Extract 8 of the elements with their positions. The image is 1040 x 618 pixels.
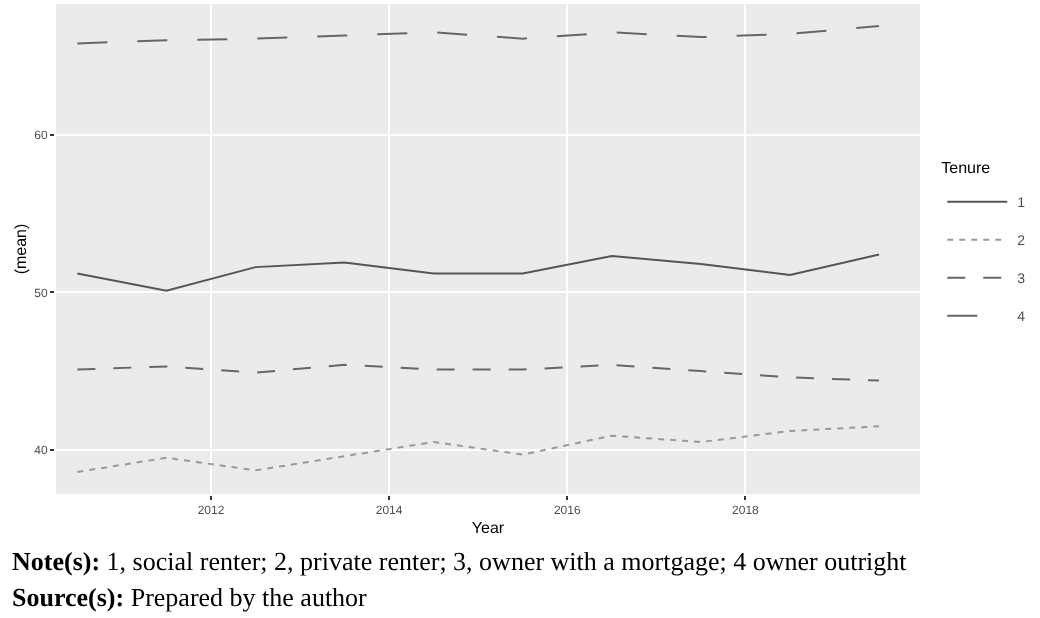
- line-series: [76, 425, 881, 473]
- x-axis-title: Year: [471, 518, 505, 537]
- text: Note(s): 1, social renter; 2, private renter; 3, owner with a mortgage; 4 owner outright: [12, 546, 908, 576]
- line-series: [76, 253, 881, 292]
- y-axis-title: (mean): [11, 222, 30, 275]
- source-note: Source(s): Prepared by the author: [12, 582, 369, 612]
- line-series: [76, 363, 881, 382]
- legend-title: Tenure: [941, 158, 992, 177]
